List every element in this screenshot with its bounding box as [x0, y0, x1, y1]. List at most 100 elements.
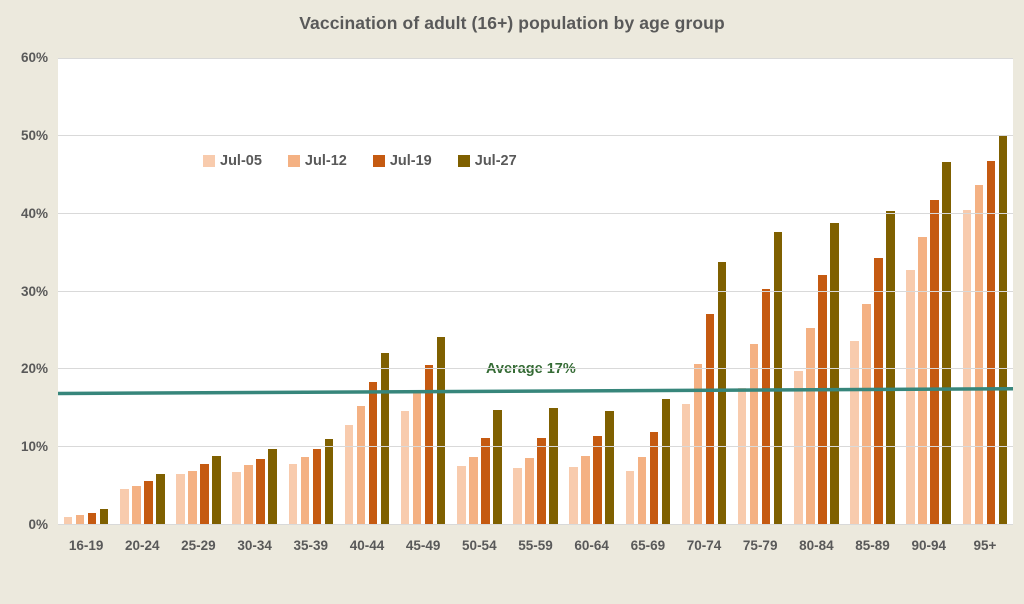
legend-item-jul-12: Jul-12: [287, 153, 347, 169]
x-axis-category-label: 85-89: [855, 538, 890, 553]
y-axis-tick-label: 20%: [20, 361, 48, 377]
bar: [436, 336, 446, 525]
average-line: [57, 387, 1014, 396]
bar: [356, 405, 366, 525]
bar-group: [788, 58, 844, 525]
bar: [469, 456, 478, 525]
bar: [424, 365, 434, 525]
bar: [930, 199, 939, 525]
bar: [717, 261, 727, 525]
bar: [806, 328, 815, 525]
legend-swatch-jul-27: [457, 155, 470, 167]
y-axis-tick-label: 50%: [20, 127, 48, 143]
bar-group: [114, 58, 170, 525]
bar: [300, 456, 310, 525]
bar: [962, 209, 972, 525]
bar-group: [451, 58, 507, 525]
bar: [244, 465, 253, 525]
bar: [749, 344, 759, 525]
bar: [256, 458, 265, 525]
bar: [569, 467, 578, 525]
legend-swatch-jul-05: [203, 155, 215, 167]
bar: [874, 258, 883, 525]
bar: [525, 458, 534, 525]
bar: [661, 398, 671, 525]
bar: [794, 370, 803, 525]
x-axis-category-label: 30-34: [237, 538, 272, 553]
bar: [188, 470, 197, 525]
bar-group: [395, 58, 451, 525]
bar: [830, 223, 839, 525]
x-axis-category-label: 40-44: [349, 538, 385, 553]
bar-group: [283, 58, 339, 525]
bar: [493, 409, 502, 525]
chart-title: Vaccination of adult (16+) population by…: [299, 13, 725, 33]
bar: [144, 480, 153, 525]
bar: [156, 474, 165, 525]
bar: [886, 211, 895, 525]
y-axis-tick-label: 0%: [28, 517, 48, 532]
bar-group: [676, 58, 732, 525]
bar: [344, 425, 354, 525]
bar: [380, 353, 390, 525]
plot-area: Average 17%: [57, 58, 1014, 525]
x-axis-category-label: 65-69: [630, 538, 666, 553]
x-axis-category-label: 25-29: [181, 538, 216, 553]
bar: [761, 289, 771, 525]
bars-layer: [58, 58, 1013, 525]
y-axis-tick-label: 40%: [20, 205, 48, 221]
bar-group: [227, 58, 283, 525]
bar: [513, 468, 522, 525]
bar: [918, 237, 927, 525]
bar: [324, 438, 334, 525]
bar: [176, 473, 185, 525]
bar: [368, 381, 378, 525]
bar: [637, 456, 647, 525]
bar-group: [170, 58, 226, 525]
bar-group: [58, 58, 114, 525]
x-axis-category-label: 16-19: [68, 538, 104, 553]
legend-swatch-jul-19: [372, 155, 385, 167]
bar: [705, 314, 715, 525]
bar-group: [732, 58, 788, 525]
bar: [737, 388, 747, 525]
bar: [693, 363, 703, 525]
bar: [87, 512, 97, 525]
legend-item-jul-27: Jul-27: [457, 153, 517, 169]
bar-group: [901, 58, 957, 525]
x-axis-category-label: 50-54: [462, 538, 497, 553]
bar: [412, 393, 422, 525]
y-axis-tick-label: 10%: [20, 439, 48, 455]
gridline: [58, 134, 1013, 136]
y-axis-tick-label: 60%: [20, 50, 48, 65]
x-axis-category-label: 90-94: [911, 538, 946, 553]
bar: [537, 437, 546, 525]
bar: [75, 514, 85, 525]
legend-label: Jul-19: [389, 153, 432, 169]
gridline: [58, 446, 1013, 448]
gridline: [58, 290, 1013, 292]
bar: [906, 269, 915, 525]
bar: [625, 471, 635, 525]
bar: [99, 508, 109, 525]
bar-group: [620, 58, 676, 525]
y-axis-tick-label: 30%: [20, 283, 48, 299]
bar: [132, 486, 141, 525]
gridline: [58, 212, 1013, 214]
bar: [120, 489, 129, 525]
bar: [212, 455, 221, 525]
bar: [457, 465, 466, 525]
bar: [986, 160, 996, 525]
x-axis-category-label: 45-49: [405, 538, 441, 553]
bar: [998, 135, 1008, 525]
x-axis-category-label: 95+: [973, 538, 997, 553]
x-axis-category-label: 35-39: [293, 538, 329, 553]
bar: [63, 517, 73, 525]
bar: [818, 275, 827, 525]
gridline: [58, 524, 1013, 525]
x-axis-category-label: 20-24: [124, 538, 160, 553]
bar-group: [507, 58, 563, 525]
bar-group: [339, 58, 395, 525]
bar: [605, 410, 614, 525]
